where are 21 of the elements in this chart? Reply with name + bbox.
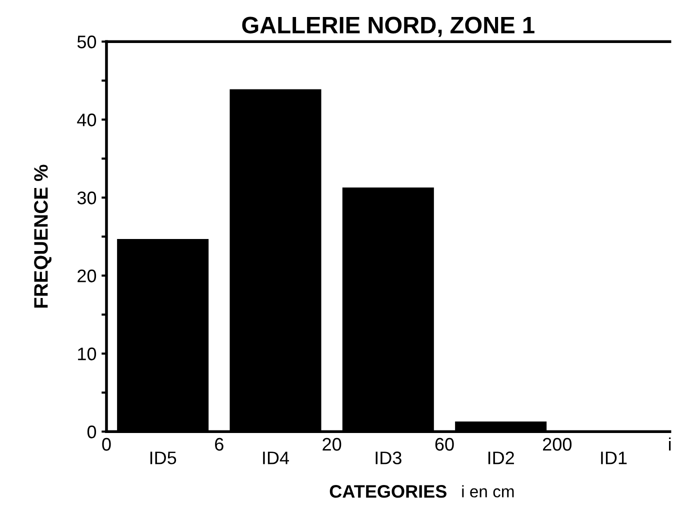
chart-title: GALLERIE NORD, ZONE 1 [242,16,534,37]
y-tick-label: 0 [87,426,96,438]
text: i [669,437,671,451]
x-axis-title: CATEGORIES [330,485,446,498]
x-tick-label: ID4 [263,452,290,464]
y-tick-label: 50 [77,36,96,48]
x-tick-label: ID1 [601,452,627,464]
x-tick-label: ID2 [488,452,514,464]
text: 6 [215,438,224,451]
text: 0 [102,438,111,451]
y-tick-label: 30 [77,192,96,204]
text: 20 [322,438,342,451]
y-tick-label: 20 [78,270,96,282]
y-tick-label: 10 [78,348,96,360]
x-tick-label: ID5 [150,452,176,464]
y-axis-title: FREQUENCE % [34,164,52,308]
x-tick-label: ID3 [376,452,402,464]
text: 200 [543,438,572,451]
text: 60 [435,438,454,451]
y-tick-label: 40 [77,114,96,126]
text: i en cm [462,485,514,498]
